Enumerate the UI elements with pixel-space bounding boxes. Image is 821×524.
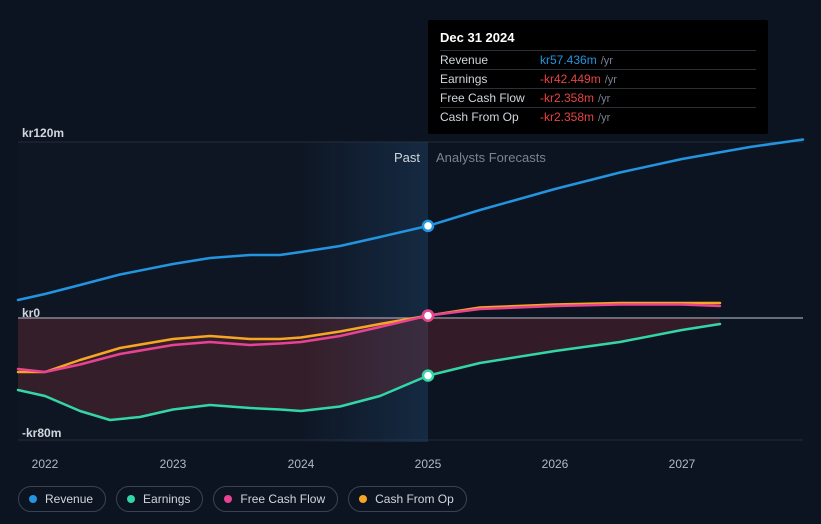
x-axis-tick: 2026: [542, 457, 569, 471]
tooltip-row-value: kr57.436m: [540, 53, 597, 67]
y-axis-label-top: kr120m: [22, 126, 64, 140]
legend-item-free-cash-flow[interactable]: Free Cash Flow: [213, 486, 338, 512]
tooltip-row-value: -kr2.358m: [540, 91, 594, 105]
tooltip-row-unit: /yr: [605, 74, 617, 86]
financial-chart: kr120m kr0 -kr80m Past Analysts Forecast…: [0, 0, 821, 524]
tooltip-row: Revenuekr57.436m/yr: [440, 50, 756, 69]
legend-item-label: Earnings: [143, 492, 190, 506]
legend-dot: [224, 495, 232, 503]
tooltip-row-value: -kr2.358m: [540, 110, 594, 124]
legend-dot: [29, 495, 37, 503]
y-axis-label-bottom: -kr80m: [22, 426, 61, 440]
series-revenue-marker: [423, 221, 433, 231]
series-free-cash-flow-marker: [423, 311, 433, 321]
y-axis-label-zero: kr0: [22, 306, 40, 320]
tooltip-row-label: Earnings: [440, 72, 540, 86]
legend-item-earnings[interactable]: Earnings: [116, 486, 203, 512]
x-axis-tick: 2024: [288, 457, 315, 471]
tooltip-row-unit: /yr: [598, 93, 610, 105]
tooltip-row-label: Revenue: [440, 53, 540, 67]
legend-item-cash-from-op[interactable]: Cash From Op: [348, 486, 467, 512]
tooltip-row-label: Free Cash Flow: [440, 91, 540, 105]
legend-item-revenue[interactable]: Revenue: [18, 486, 106, 512]
x-axis-tick: 2023: [160, 457, 187, 471]
x-axis-tick: 2025: [415, 457, 442, 471]
x-axis-tick: 2022: [32, 457, 59, 471]
phase-label-forecast: Analysts Forecasts: [436, 150, 546, 165]
chart-tooltip: Dec 31 2024 Revenuekr57.436m/yrEarnings-…: [428, 20, 768, 134]
tooltip-date: Dec 31 2024: [440, 30, 756, 45]
tooltip-row-value: -kr42.449m: [540, 72, 601, 86]
tooltip-row-unit: /yr: [598, 112, 610, 124]
tooltip-row: Cash From Op-kr2.358m/yr: [440, 107, 756, 126]
phase-label-past: Past: [394, 150, 420, 165]
x-axis-tick: 2027: [669, 457, 696, 471]
legend-dot: [359, 495, 367, 503]
tooltip-row-unit: /yr: [601, 55, 613, 67]
tooltip-row-label: Cash From Op: [440, 110, 540, 124]
legend-dot: [127, 495, 135, 503]
tooltip-row: Free Cash Flow-kr2.358m/yr: [440, 88, 756, 107]
chart-legend: Revenue Earnings Free Cash Flow Cash From O…: [18, 486, 467, 512]
tooltip-row: Earnings-kr42.449m/yr: [440, 69, 756, 88]
legend-item-label: Free Cash Flow: [240, 492, 325, 506]
legend-item-label: Revenue: [45, 492, 93, 506]
series-earnings-marker: [423, 371, 433, 381]
legend-item-label: Cash From Op: [375, 492, 454, 506]
